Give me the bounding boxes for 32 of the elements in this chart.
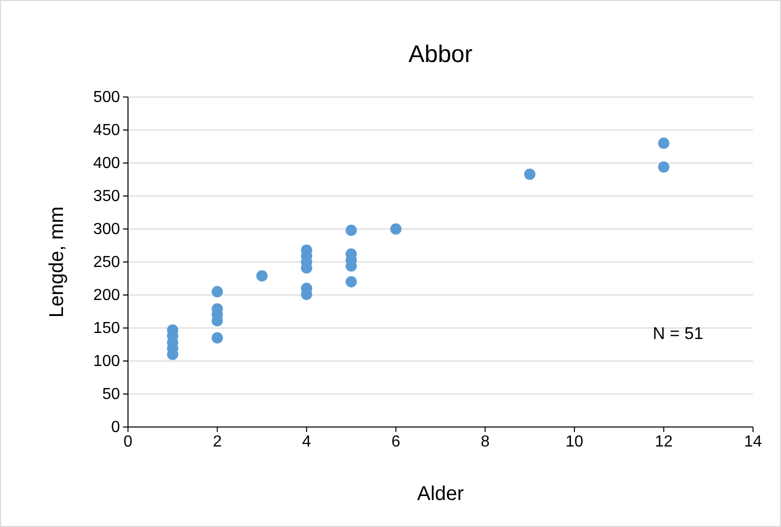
y-tick-label: 150 (93, 320, 120, 338)
y-tick-label: 200 (93, 287, 120, 304)
annotation: N = 51 (652, 324, 704, 344)
point (524, 168, 536, 180)
y-tick-label: 300 (93, 221, 120, 238)
x-tick-label: 6 (391, 433, 400, 450)
point (212, 286, 223, 298)
x-axis-title: Alder (417, 483, 464, 505)
point (658, 161, 670, 173)
y-tick-label: 100 (93, 353, 120, 370)
y-tick-label: 50 (102, 386, 120, 404)
x-tick-label: 0 (124, 433, 133, 450)
y-tick-label: 0 (111, 419, 120, 436)
y-tick-label: 450 (93, 122, 120, 140)
y-tick-label: 250 (93, 254, 120, 272)
x-tick-label: 4 (302, 433, 312, 450)
y-tick-label: 350 (93, 188, 120, 206)
x-tick-label: 10 (566, 433, 584, 450)
x-tick-label: 8 (480, 433, 490, 450)
x-tick-label: 12 (654, 433, 673, 450)
point (390, 223, 402, 235)
point (658, 138, 670, 149)
point (212, 332, 223, 344)
x-tick-label: 14 (744, 433, 762, 450)
y-axis-title: Lengde, mm (46, 206, 68, 318)
point (346, 276, 357, 288)
point (346, 224, 357, 236)
point (256, 270, 268, 282)
chart-title: Abbor (408, 41, 473, 68)
y-tick-label: 400 (93, 155, 120, 172)
y-tick-label: 500 (93, 89, 120, 106)
x-tick-label: 2 (212, 433, 222, 450)
